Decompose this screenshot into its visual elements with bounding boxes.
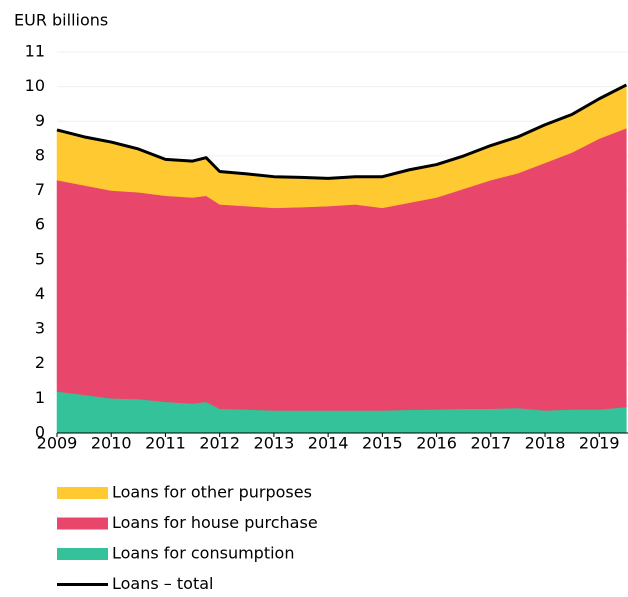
y-tick-label: 11	[25, 42, 45, 61]
x-tick-label: 2015	[362, 434, 403, 453]
legend-label: Loans for other purposes	[112, 483, 312, 502]
legend-label: Loans – total	[112, 574, 213, 593]
x-tick-label: 2014	[308, 434, 349, 453]
x-tick-label: 2011	[145, 434, 186, 453]
y-tick-label: 5	[35, 249, 45, 268]
y-tick-label: 2	[35, 353, 45, 372]
y-tick-label: 9	[35, 111, 45, 130]
legend-swatch	[57, 487, 108, 499]
legend-label: Loans for consumption	[112, 544, 294, 563]
y-tick-label: 6	[35, 215, 45, 234]
legend-swatch	[57, 517, 108, 530]
y-tick-label: 3	[35, 319, 45, 338]
y-tick-label: 8	[35, 145, 45, 164]
line	[56, 83, 628, 180]
y-tick-label: 4	[35, 284, 45, 303]
x-tick-label: 2017	[470, 434, 511, 453]
legend-label: Loans for house purchase	[112, 513, 318, 532]
x-tick-label: 2009	[37, 434, 78, 453]
y-tick-label: 1	[35, 388, 45, 407]
x-tick-label: 2018	[525, 434, 566, 453]
x-tick-label: 2010	[91, 434, 132, 453]
y-tick-label: 7	[35, 180, 45, 199]
legend-swatch	[57, 548, 108, 560]
x-tick-label: 2012	[199, 434, 240, 453]
x-tick-label: 2016	[416, 434, 457, 453]
y-axis-label: EUR billions	[14, 11, 108, 30]
y-tick-label: 10	[25, 76, 45, 95]
x-tick-label: 2013	[254, 434, 295, 453]
x-tick-label: 2019	[579, 434, 620, 453]
y-tick-label: 0	[35, 423, 45, 442]
